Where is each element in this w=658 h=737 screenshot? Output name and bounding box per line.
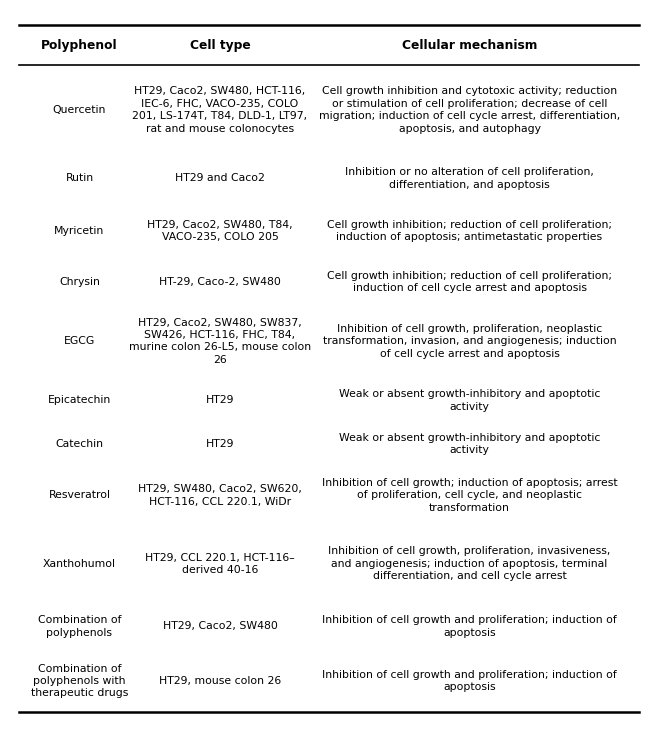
- Text: Inhibition of cell growth, proliferation, neoplastic
transformation, invasion, a: Inhibition of cell growth, proliferation…: [322, 324, 617, 358]
- Text: HT29, mouse colon 26: HT29, mouse colon 26: [159, 676, 281, 686]
- Text: Weak or absent growth-inhibitory and apoptotic
activity: Weak or absent growth-inhibitory and apo…: [339, 433, 600, 455]
- Text: HT-29, Caco-2, SW480: HT-29, Caco-2, SW480: [159, 277, 281, 287]
- Text: Cellular mechanism: Cellular mechanism: [402, 39, 537, 52]
- Text: Combination of
polyphenols: Combination of polyphenols: [38, 615, 121, 638]
- Text: Inhibition of cell growth and proliferation; induction of
apoptosis: Inhibition of cell growth and proliferat…: [322, 670, 617, 692]
- Text: Resveratrol: Resveratrol: [49, 490, 111, 500]
- Text: Quercetin: Quercetin: [53, 105, 106, 115]
- Text: HT29: HT29: [206, 396, 234, 405]
- Text: Rutin: Rutin: [65, 173, 93, 184]
- Text: Inhibition of cell growth and proliferation; induction of
apoptosis: Inhibition of cell growth and proliferat…: [322, 615, 617, 638]
- Text: HT29, Caco2, SW480, SW837,
SW426, HCT-116, FHC, T84,
murine colon 26-L5, mouse c: HT29, Caco2, SW480, SW837, SW426, HCT-11…: [129, 318, 311, 365]
- Text: Inhibition or no alteration of cell proliferation,
differentiation, and apoptosi: Inhibition or no alteration of cell prol…: [345, 167, 594, 189]
- Text: Cell type: Cell type: [190, 39, 251, 52]
- Text: Catechin: Catechin: [55, 439, 103, 449]
- Text: HT29, Caco2, SW480, HCT-116,
IEC-6, FHC, VACO-235, COLO
201, LS-174T, T84, DLD-1: HT29, Caco2, SW480, HCT-116, IEC-6, FHC,…: [132, 86, 307, 133]
- Text: HT29, SW480, Caco2, SW620,
HCT-116, CCL 220.1, WiDr: HT29, SW480, Caco2, SW620, HCT-116, CCL …: [138, 484, 302, 506]
- Text: Chrysin: Chrysin: [59, 277, 100, 287]
- Text: HT29, Caco2, SW480: HT29, Caco2, SW480: [163, 621, 278, 632]
- Text: Inhibition of cell growth, proliferation, invasiveness,
and angiogenesis; induct: Inhibition of cell growth, proliferation…: [328, 546, 611, 581]
- Text: Cell growth inhibition; reduction of cell proliferation;
induction of cell cycle: Cell growth inhibition; reduction of cel…: [327, 270, 612, 293]
- Text: Combination of
polyphenols with
therapeutic drugs: Combination of polyphenols with therapeu…: [31, 663, 128, 699]
- Text: Polyphenol: Polyphenol: [41, 39, 118, 52]
- Text: HT29, Caco2, SW480, T84,
VACO-235, COLO 205: HT29, Caco2, SW480, T84, VACO-235, COLO …: [147, 220, 293, 242]
- Text: EGCG: EGCG: [64, 336, 95, 346]
- Text: Cell growth inhibition; reduction of cell proliferation;
induction of apoptosis;: Cell growth inhibition; reduction of cel…: [327, 220, 612, 242]
- Text: Inhibition of cell growth; induction of apoptosis; arrest
of proliferation, cell: Inhibition of cell growth; induction of …: [322, 478, 617, 513]
- Text: Myricetin: Myricetin: [55, 226, 105, 236]
- Text: Xanthohumol: Xanthohumol: [43, 559, 116, 569]
- Text: HT29: HT29: [206, 439, 234, 449]
- Text: HT29 and Caco2: HT29 and Caco2: [175, 173, 265, 184]
- Text: HT29, CCL 220.1, HCT-116–
derived 40-16: HT29, CCL 220.1, HCT-116– derived 40-16: [145, 553, 295, 575]
- Text: Epicatechin: Epicatechin: [48, 396, 111, 405]
- Text: Cell growth inhibition and cytotoxic activity; reduction
or stimulation of cell : Cell growth inhibition and cytotoxic act…: [319, 86, 620, 133]
- Text: Weak or absent growth-inhibitory and apoptotic
activity: Weak or absent growth-inhibitory and apo…: [339, 389, 600, 412]
